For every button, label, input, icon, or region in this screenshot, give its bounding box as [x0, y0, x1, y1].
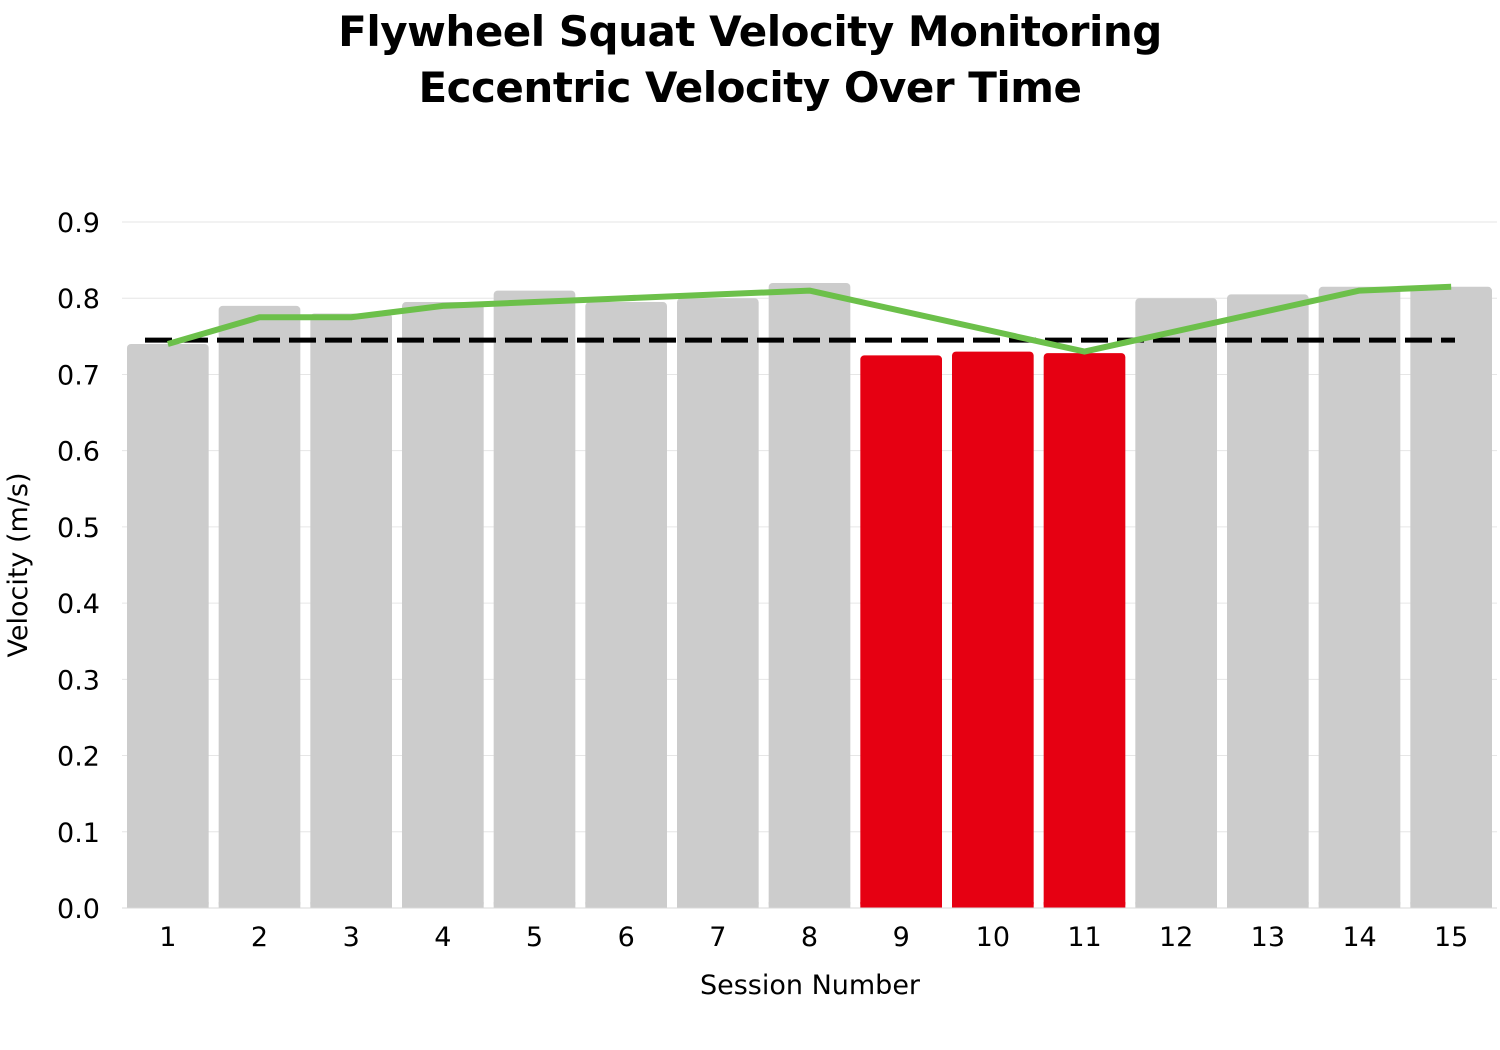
y-tick-label: 0.6 — [57, 437, 100, 468]
x-tick-label: 12 — [1159, 922, 1193, 953]
bar-base-session-11 — [1043, 902, 1126, 908]
bar-session-9 — [860, 355, 942, 908]
y-axis-title: Velocity (m/s) — [3, 472, 34, 657]
y-tick-label: 0.7 — [57, 360, 100, 391]
trend-line — [166, 283, 1452, 355]
bar-base-session-8 — [768, 902, 851, 908]
x-tick-label: 6 — [618, 922, 635, 953]
y-tick-label: 0.4 — [57, 589, 100, 620]
bar-session-13 — [1227, 294, 1309, 908]
y-tick-label: 0.2 — [57, 742, 100, 773]
x-tick-label: 15 — [1434, 922, 1468, 953]
x-tick-label: 1 — [159, 922, 176, 953]
bar-session-2 — [218, 305, 301, 908]
bar-base-session-9 — [860, 902, 942, 908]
bar-session-5 — [493, 290, 576, 909]
bar-base-session-4 — [402, 902, 484, 908]
x-tick-label: 10 — [976, 922, 1010, 953]
bar-session-4 — [402, 302, 484, 908]
bar-base-session-7 — [677, 902, 759, 908]
x-tick-label: 5 — [526, 922, 543, 953]
bar-base-session-13 — [1227, 902, 1309, 908]
bar-session-11 — [1043, 353, 1126, 908]
y-tick-label: 0.8 — [57, 284, 100, 315]
x-axis-ticks: 1 2 3 4 5 6 7 8 9 10 11 12 13 14 15 — [159, 922, 1468, 953]
chart-title-block: Flywheel Squat Velocity Monitoring Eccen… — [0, 4, 1500, 116]
bar-session-12 — [1135, 298, 1217, 908]
x-tick-label: 13 — [1251, 922, 1285, 953]
bar-session-3 — [310, 313, 392, 908]
bar-base-session-6 — [585, 902, 667, 908]
chart-subtitle: Eccentric Velocity Over Time — [418, 63, 1082, 112]
bar-base-session-14 — [1318, 902, 1401, 908]
y-tick-label: 0.5 — [57, 513, 100, 544]
bar-base-session-3 — [310, 902, 392, 908]
bar-session-8 — [768, 282, 851, 908]
bar-base-session-10 — [952, 902, 1034, 908]
y-tick-label: 0.3 — [57, 665, 100, 696]
y-tick-label: 0.0 — [57, 894, 100, 925]
bar-base-session-5 — [493, 902, 576, 908]
x-tick-label: 11 — [1067, 922, 1101, 953]
bar-base-session-12 — [1135, 902, 1217, 908]
bar-session-7 — [677, 298, 759, 908]
bar-base-session-1 — [127, 902, 209, 908]
y-tick-label: 0.1 — [57, 818, 100, 849]
bar-session-14 — [1318, 286, 1401, 908]
x-tick-label: 8 — [801, 922, 818, 953]
trend-line-group — [166, 283, 1452, 355]
chart-title: Flywheel Squat Velocity Monitoring — [338, 7, 1162, 56]
bar-base-session-15 — [1410, 902, 1492, 908]
bar-base-session-2 — [218, 902, 301, 908]
bar-session-10 — [952, 351, 1034, 909]
bar-session-1 — [127, 343, 209, 908]
x-tick-label: 14 — [1342, 922, 1376, 953]
x-tick-label: 2 — [251, 922, 268, 953]
y-tick-label: 0.9 — [57, 208, 100, 239]
bar-session-15 — [1410, 286, 1492, 908]
x-tick-label: 7 — [709, 922, 726, 953]
x-axis-title: Session Number — [700, 970, 921, 1001]
x-tick-label: 4 — [434, 922, 451, 953]
bars — [122, 282, 1497, 909]
x-tick-label: 9 — [893, 922, 910, 953]
bar-session-6 — [585, 302, 667, 908]
y-axis-ticks: 0.0 0.1 0.2 0.3 0.4 0.5 0.6 0.7 0.8 0.9 — [57, 208, 100, 925]
x-tick-label: 3 — [343, 922, 360, 953]
